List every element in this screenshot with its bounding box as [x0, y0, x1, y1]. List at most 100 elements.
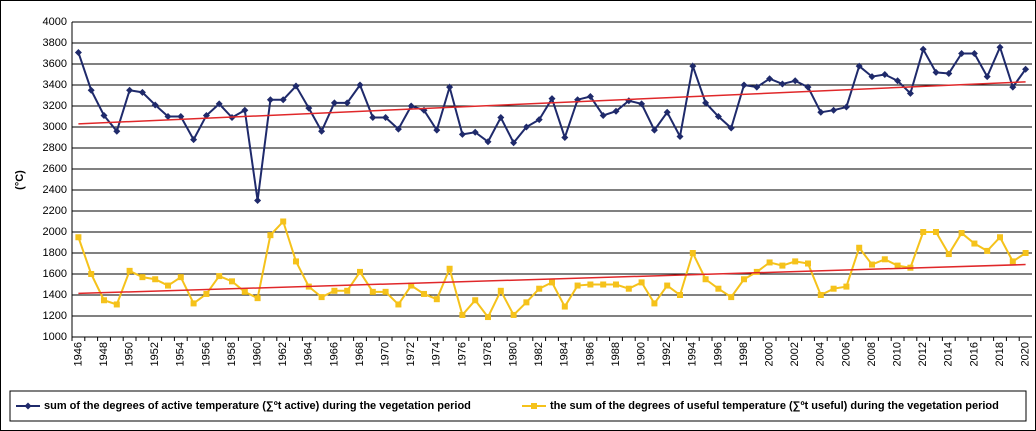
legend-marker: [24, 402, 32, 410]
data-point: [1022, 65, 1030, 73]
legend: [9, 390, 1027, 422]
data-point: [881, 256, 888, 263]
x-tick-label: 1988: [610, 342, 622, 366]
data-point: [394, 125, 402, 133]
x-tick-label: 1956: [200, 342, 212, 366]
data-point: [88, 271, 95, 277]
data-point: [190, 136, 198, 144]
data-point: [101, 297, 107, 304]
x-tick-label: 1950: [124, 342, 136, 366]
x-tick-label: 1948: [98, 342, 110, 366]
data-point: [702, 99, 710, 107]
data-point: [1022, 250, 1029, 256]
data-point: [510, 311, 517, 318]
trend-line: [78, 263, 1026, 295]
data-point: [190, 300, 197, 307]
data-point: [241, 106, 249, 114]
x-tick-label: 1984: [559, 342, 571, 366]
data-point: [945, 69, 953, 77]
y-tick-label: 2000: [43, 226, 67, 238]
data-point: [330, 99, 338, 107]
data-point: [689, 250, 696, 256]
data-point: [778, 80, 786, 88]
data-point: [791, 77, 799, 85]
data-point: [216, 273, 223, 280]
y-axis-label: (°C): [14, 170, 26, 190]
data-point: [958, 50, 966, 57]
y-tick-label: 3600: [43, 58, 67, 70]
data-point: [561, 134, 569, 141]
data-point: [817, 108, 825, 116]
x-tick-label: 1982: [533, 342, 545, 366]
x-tick-label: 1960: [252, 342, 264, 366]
data-point: [766, 75, 774, 83]
data-point: [843, 283, 850, 290]
data-point: [497, 287, 504, 294]
data-point: [600, 281, 607, 288]
data-point: [728, 294, 735, 301]
x-tick-label: 2004: [815, 342, 827, 366]
y-tick-label: 1000: [43, 331, 67, 343]
data-point: [792, 258, 799, 265]
data-point: [165, 282, 171, 289]
x-tick-label: 2018: [994, 342, 1006, 366]
legend-label: the sum of the degrees of useful tempera…: [550, 400, 999, 412]
x-tick-label: 2006: [840, 342, 852, 366]
data-point: [741, 276, 747, 283]
data-point: [292, 82, 300, 90]
data-point: [215, 100, 223, 108]
data-point: [433, 126, 441, 134]
data-point: [421, 290, 427, 297]
data-point: [138, 88, 146, 96]
data-point: [1009, 83, 1017, 91]
data-point: [638, 100, 646, 108]
data-point: [919, 45, 927, 53]
x-tick-label: 1900: [636, 342, 648, 366]
data-point: [267, 232, 274, 239]
data-point: [906, 89, 914, 97]
data-point: [331, 287, 338, 294]
y-tick-label: 2600: [43, 163, 67, 175]
data-point: [407, 102, 415, 110]
data-point: [830, 106, 838, 114]
data-point: [408, 282, 415, 289]
data-point: [318, 294, 325, 301]
x-tick-label: 1978: [482, 342, 494, 366]
data-point: [753, 268, 760, 275]
data-point: [817, 292, 824, 298]
y-tick-label: 3200: [43, 100, 67, 112]
x-tick-label: 2012: [917, 342, 929, 366]
data-point: [881, 71, 889, 78]
x-tick-label: 1946: [72, 342, 84, 366]
y-tick-label: 1400: [43, 289, 67, 301]
data-point: [139, 274, 146, 281]
data-point: [727, 124, 735, 132]
y-tick-label: 3800: [43, 37, 67, 49]
data-point: [382, 288, 389, 295]
data-point: [548, 95, 556, 103]
data-point: [74, 48, 82, 56]
data-point: [87, 86, 95, 94]
data-point: [856, 244, 863, 251]
x-tick-label: 1994: [687, 342, 699, 366]
x-tick-label: 2008: [866, 342, 878, 366]
data-point: [561, 303, 568, 310]
data-point: [932, 68, 940, 76]
data-point: [344, 287, 351, 294]
x-tick-label: 1972: [405, 342, 417, 366]
data-point: [804, 83, 812, 91]
x-tick-label: 1952: [149, 342, 161, 366]
data-point: [75, 234, 82, 241]
data-point: [663, 108, 671, 116]
data-point: [164, 113, 172, 120]
data-point: [920, 229, 927, 235]
x-tick-label: 2016: [968, 342, 980, 366]
data-point: [305, 104, 313, 112]
data-point: [714, 113, 722, 120]
x-tick-label: 2014: [943, 342, 955, 366]
x-tick-label: 1980: [508, 342, 520, 366]
data-point: [650, 126, 658, 134]
x-tick-label: 2010: [892, 342, 904, 366]
data-point: [958, 230, 965, 237]
